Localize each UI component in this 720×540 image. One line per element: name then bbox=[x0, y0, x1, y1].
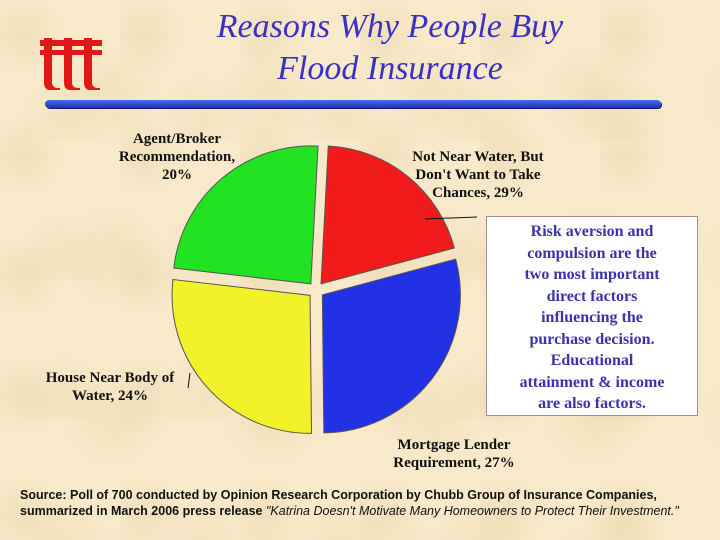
title-line-2: Flood Insurance bbox=[277, 50, 503, 87]
callout-line: are also factors. bbox=[538, 395, 646, 412]
pie-slice-not-near-water-but-don-t-want-to-take-chances bbox=[321, 258, 461, 434]
source-note: Source: Poll of 700 conducted by Opinion… bbox=[20, 487, 710, 519]
pie-slice-mortgage-lender-requirement bbox=[171, 278, 313, 434]
pie-slice-agent-broker-recommendation bbox=[320, 145, 455, 285]
callout-box: Risk aversion and compulsion are the two… bbox=[486, 216, 698, 416]
leader-line-not-near bbox=[424, 216, 478, 220]
source-title: "Katrina Doesn't Motivate Many Homeowner… bbox=[265, 504, 679, 518]
data-label-mortgage: Mortgage Lender Requirement, 27% bbox=[393, 437, 515, 471]
source-text: Source: Poll of 700 conducted by Opinion… bbox=[20, 488, 657, 518]
leader-line-house bbox=[187, 372, 191, 389]
data-label-house-near-water: House Near Body of Water, 24% bbox=[45, 370, 175, 404]
callout-line: compulsion are the bbox=[527, 244, 657, 262]
pie-slice-house-near-body-of-water bbox=[173, 145, 319, 285]
leader-lines bbox=[187, 216, 478, 389]
callout-line: purchase decision. bbox=[529, 330, 655, 348]
callout-line: two most important bbox=[524, 266, 660, 283]
data-label-not-near-water: Not Near Water, But Don't Want to Take C… bbox=[412, 149, 544, 201]
title-line-1: Reasons Why People Buy bbox=[216, 8, 564, 45]
callout-line: direct factors bbox=[546, 287, 638, 305]
callout-line: Educational bbox=[550, 352, 634, 369]
data-label-agent: Agent/Broker Recommendation, 20% bbox=[118, 131, 236, 183]
title-divider bbox=[45, 100, 661, 108]
triple-t-logo-icon bbox=[40, 38, 102, 90]
callout-line: Risk aversion and bbox=[530, 223, 654, 240]
callout-line: attainment & income bbox=[519, 373, 665, 391]
callout-line: influencing the bbox=[541, 309, 643, 326]
page-title: Reasons Why People Buy Flood Insurance bbox=[130, 6, 650, 90]
